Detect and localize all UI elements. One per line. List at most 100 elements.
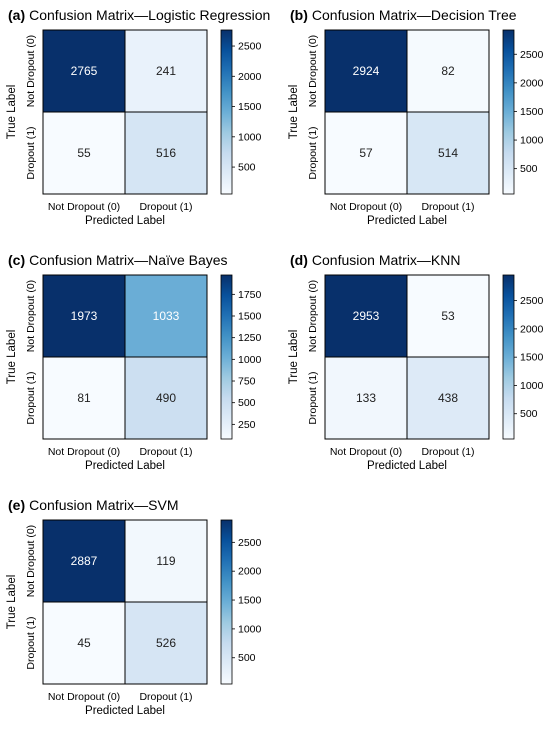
confusion-matrix-chart: (e) Confusion Matrix—SVM 2887 119 45 526 Not D… [6,497,262,717]
cell-value-label: 2953 [353,309,380,323]
y-tick-label: Not Dropout (0) [25,525,37,597]
colorbar [220,274,233,440]
cell-value-label: 119 [156,554,175,568]
panel-letter: (d) [290,252,308,268]
y-axis-label: True Label [6,85,18,140]
heatmap-cell [325,275,407,357]
colorbar-tick-label: 1500 [238,311,262,323]
colorbar-tick-label: 2500 [238,537,262,549]
cell-value-label: 45 [77,636,91,650]
colorbar-tick-label: 500 [520,408,538,420]
confusion-matrix-chart: (b) Confusion Matrix—Decision Tree 2924 82 5… [288,7,544,227]
cell-value-label: 2887 [71,554,98,568]
heatmap-cell [407,112,489,194]
x-axis-label: Predicted Label [85,460,165,472]
cell-value-label: 55 [77,146,91,160]
confusion-matrix-chart: (c) Confusion Matrix—Naïve Bayes 1973 1033 8… [6,252,262,472]
panel-title-text: Confusion Matrix—Naïve Bayes [29,252,227,268]
colorbar-tick-label: 500 [238,397,256,409]
colorbar-tick-label: 500 [520,163,538,175]
y-tick-label: Not Dropout (0) [25,35,37,107]
chart-title: (d) Confusion Matrix—KNN [290,252,461,268]
x-tick-label: Dropout (1) [139,201,192,213]
colorbar-tick-label: 1000 [238,623,262,635]
cell-value-label: 514 [438,146,458,160]
panel-letter: (c) [8,252,25,268]
y-tick-label: Not Dropout (0) [307,35,319,107]
heatmap-cell [407,275,489,357]
confusion-matrix-chart: (a) Confusion Matrix—Logistic Regression 2… [6,7,270,227]
cell-value-label: 1033 [153,309,180,323]
y-axis-label: True Label [288,330,300,385]
cell-value-label: 2765 [71,64,98,78]
colorbar-tick-label: 1000 [238,131,262,143]
cell-value-label: 2924 [353,64,380,78]
x-tick-label: Not Dropout (0) [48,691,120,703]
colorbar-tick-label: 1500 [520,106,544,118]
y-axis-label: True Label [288,85,300,140]
colorbar [502,29,515,195]
colorbar-tick-label: 2000 [238,71,262,83]
heatmap-cell [43,520,125,602]
heatmap-cell [43,357,125,439]
y-tick-label: Not Dropout (0) [25,280,37,352]
colorbar-tick-label: 2000 [520,77,544,89]
colorbar-tick-label: 2500 [520,49,544,61]
x-axis-label: Predicted Label [85,705,165,717]
colorbar [502,274,515,440]
panel-letter: (e) [8,497,25,513]
y-tick-label: Dropout (1) [307,371,319,424]
x-axis-label: Predicted Label [367,215,447,227]
cell-value-label: 490 [156,391,176,405]
chart-title: (b) Confusion Matrix—Decision Tree [290,7,517,23]
cell-value-label: 57 [359,146,373,160]
chart-title: (e) Confusion Matrix—SVM [8,497,179,513]
heatmap-cell [325,30,407,112]
colorbar [220,519,233,685]
x-tick-label: Not Dropout (0) [330,201,402,213]
x-tick-label: Dropout (1) [139,446,192,458]
heatmap-cell [325,357,407,439]
panel-c: (c) Confusion Matrix—Naïve Bayes 1973 1033 8… [0,245,275,485]
cell-value-label: 526 [156,636,176,650]
x-axis-label: Predicted Label [367,460,447,472]
heatmap-cell [125,602,207,684]
heatmap-cell [43,602,125,684]
colorbar-tick-label: 2000 [238,566,262,578]
colorbar-tick-label: 2000 [520,323,544,335]
colorbar-tick-label: 1250 [238,332,262,344]
colorbar-tick-label: 500 [238,162,256,174]
panel-b: (b) Confusion Matrix—Decision Tree 2924 82 5… [282,0,550,240]
heatmap-cell [407,30,489,112]
colorbar-tick-label: 750 [238,376,256,388]
heatmap-cell [125,112,207,194]
heatmap-cell [43,112,125,194]
x-tick-label: Not Dropout (0) [48,201,120,213]
panel-e: (e) Confusion Matrix—SVM 2887 119 45 526 Not D… [0,490,275,730]
heatmap-cell [125,520,207,602]
panel-d: (d) Confusion Matrix—KNN 2953 53 133 438 Not D… [282,245,550,485]
cell-value-label: 133 [356,391,376,405]
colorbar-tick-label: 2500 [520,295,544,307]
cell-value-label: 1973 [71,309,98,323]
cell-value-label: 241 [156,64,176,78]
y-tick-label: Dropout (1) [25,371,37,424]
colorbar-tick-label: 1500 [520,352,544,364]
y-tick-label: Dropout (1) [25,126,37,179]
heatmap-cell [407,357,489,439]
chart-title: (c) Confusion Matrix—Naïve Bayes [8,252,228,268]
colorbar-tick-label: 1000 [520,135,544,147]
heatmap-cell [125,357,207,439]
confusion-matrix-chart: (d) Confusion Matrix—KNN 2953 53 133 438 Not D… [288,252,544,472]
panel-a: (a) Confusion Matrix—Logistic Regression 2… [0,0,275,240]
chart-title: (a) Confusion Matrix—Logistic Regression [8,7,270,23]
panel-title-text: Confusion Matrix—Logistic Regression [29,7,270,23]
x-tick-label: Dropout (1) [139,691,192,703]
cell-value-label: 82 [441,64,455,78]
heatmap-cell [125,30,207,112]
colorbar-tick-label: 2500 [238,41,262,53]
panel-title-text: Confusion Matrix—SVM [29,497,178,513]
y-tick-label: Dropout (1) [25,616,37,669]
y-tick-label: Not Dropout (0) [307,280,319,352]
